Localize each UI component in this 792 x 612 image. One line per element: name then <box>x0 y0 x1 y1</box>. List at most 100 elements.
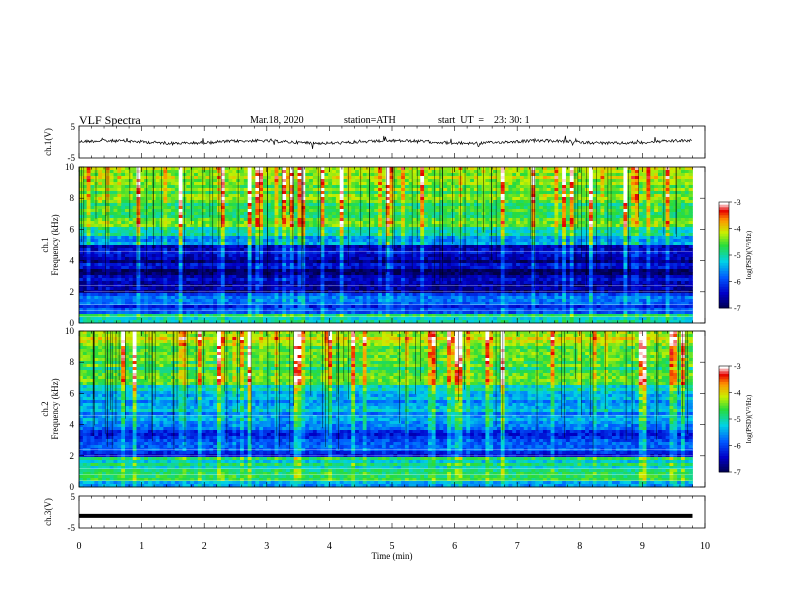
spectrogram-cell <box>516 197 521 201</box>
spectrogram-cell <box>454 251 459 255</box>
spectrogram-cell <box>481 233 486 237</box>
spectrogram-cell <box>481 251 486 255</box>
spectrogram-cell <box>201 215 206 219</box>
spectrogram-cell <box>646 245 651 249</box>
spectrogram-cell <box>343 242 348 246</box>
spectrogram-cell <box>178 191 183 195</box>
spectrogram-cell <box>634 242 640 246</box>
spectrogram-cell <box>431 179 436 183</box>
spectrogram-cell <box>324 224 329 228</box>
spectrogram-cell <box>94 179 99 183</box>
spectrogram-cell <box>573 254 578 258</box>
spectrogram-cell <box>132 230 137 234</box>
spectrogram-cell <box>519 248 525 252</box>
spectrogram-cell <box>332 221 337 225</box>
spectrogram-cell <box>98 173 103 177</box>
spectrogram-cell <box>343 227 348 231</box>
spectrogram-cell <box>424 203 429 207</box>
spectrogram-cell <box>220 245 226 249</box>
spectrogram-cell <box>301 215 306 219</box>
spectrogram-cell <box>320 248 325 252</box>
spectrogram-cell <box>508 215 513 219</box>
spectrogram-cell <box>565 200 571 204</box>
spectrogram-cell <box>673 227 678 231</box>
spectrogram-cell <box>470 230 475 234</box>
spectrogram-cell <box>366 224 371 228</box>
spectrogram-cell <box>657 224 663 228</box>
spectrogram-cell <box>550 176 555 180</box>
spectrogram-cell <box>194 230 199 234</box>
spectrogram-cell <box>347 254 352 258</box>
spectrogram-cell <box>673 170 678 174</box>
spectrogram-cell <box>113 203 118 207</box>
spectrogram-cell <box>596 251 601 255</box>
spectrogram-cell <box>270 209 275 213</box>
spectrogram-cell <box>531 182 536 186</box>
spectrogram-cell <box>611 215 617 219</box>
spectrogram-cell <box>381 170 387 174</box>
spectrogram-cell <box>90 206 95 210</box>
spectrogram-cell <box>585 212 590 216</box>
spectrogram-cell <box>148 215 153 219</box>
spectrogram-cell <box>301 173 306 177</box>
spectrogram-cell <box>435 218 440 222</box>
spectrogram-cell <box>508 200 513 204</box>
spectrogram-cell <box>450 215 456 219</box>
spectrogram-cell <box>462 167 467 171</box>
spectrogram-cell <box>389 242 394 246</box>
spectrogram-cell <box>79 215 84 219</box>
spectrogram-cell <box>462 227 467 231</box>
spectrogram-cell <box>462 230 467 234</box>
spectrogram-cell <box>473 224 479 228</box>
spectrogram-cell <box>638 203 644 207</box>
spectrogram-cell <box>611 188 617 192</box>
spectrogram-cell <box>136 239 141 243</box>
spectrogram-cell <box>508 188 513 192</box>
spectrogram-cell <box>427 215 433 219</box>
spectrogram-cell <box>132 242 137 246</box>
spectrogram-cell <box>347 173 352 177</box>
spectrogram-cell <box>190 200 195 204</box>
spectrogram-cell <box>416 254 421 258</box>
spectrogram-cell <box>324 200 329 204</box>
spectrogram-cell <box>197 197 203 201</box>
spectrogram-cell <box>412 188 417 192</box>
spectrogram-cell <box>450 254 456 258</box>
spectrogram-cell <box>404 194 410 198</box>
spectrogram-cell <box>293 185 298 189</box>
spectrogram-cell <box>435 188 440 192</box>
spectrogram-cell <box>688 221 693 225</box>
spectrogram-cell <box>98 197 103 201</box>
spectrogram-cell <box>569 200 575 204</box>
spectrogram-cell <box>167 242 172 246</box>
spectrogram-cell <box>577 203 582 207</box>
spectrogram-cell <box>86 230 91 234</box>
spectrogram-cell <box>619 203 624 207</box>
spectrogram-cell <box>550 215 555 219</box>
spectrogram-cell <box>128 215 134 219</box>
spectrogram-cell <box>125 173 130 177</box>
spectrogram-cell <box>232 197 237 201</box>
spectrogram-cell <box>286 188 291 192</box>
spectrogram-cell <box>642 212 647 216</box>
spectrogram-cell <box>316 206 321 210</box>
spectrogram-cell <box>623 254 628 258</box>
spectrogram-cell <box>240 194 245 198</box>
spectrogram-cell <box>431 254 436 258</box>
spectrogram-cell <box>493 200 498 204</box>
spectrogram-cell <box>416 230 421 234</box>
spectrogram-cell <box>542 185 548 189</box>
spectrogram-cell <box>638 251 644 255</box>
spectrogram-cell <box>485 173 490 177</box>
spectrogram-cell <box>385 239 390 243</box>
spectrogram-cell <box>381 239 387 243</box>
spectrogram-cell <box>539 248 544 252</box>
spectrogram-cell <box>623 239 628 243</box>
spectrogram-cell <box>473 173 479 177</box>
spectrogram-cell <box>496 179 502 183</box>
spectrogram-cell <box>569 176 575 180</box>
spectrogram-cell <box>205 185 210 189</box>
spectrogram-cell <box>320 254 325 258</box>
spectrogram-cell <box>646 239 651 243</box>
spectrogram-cell <box>309 251 314 255</box>
